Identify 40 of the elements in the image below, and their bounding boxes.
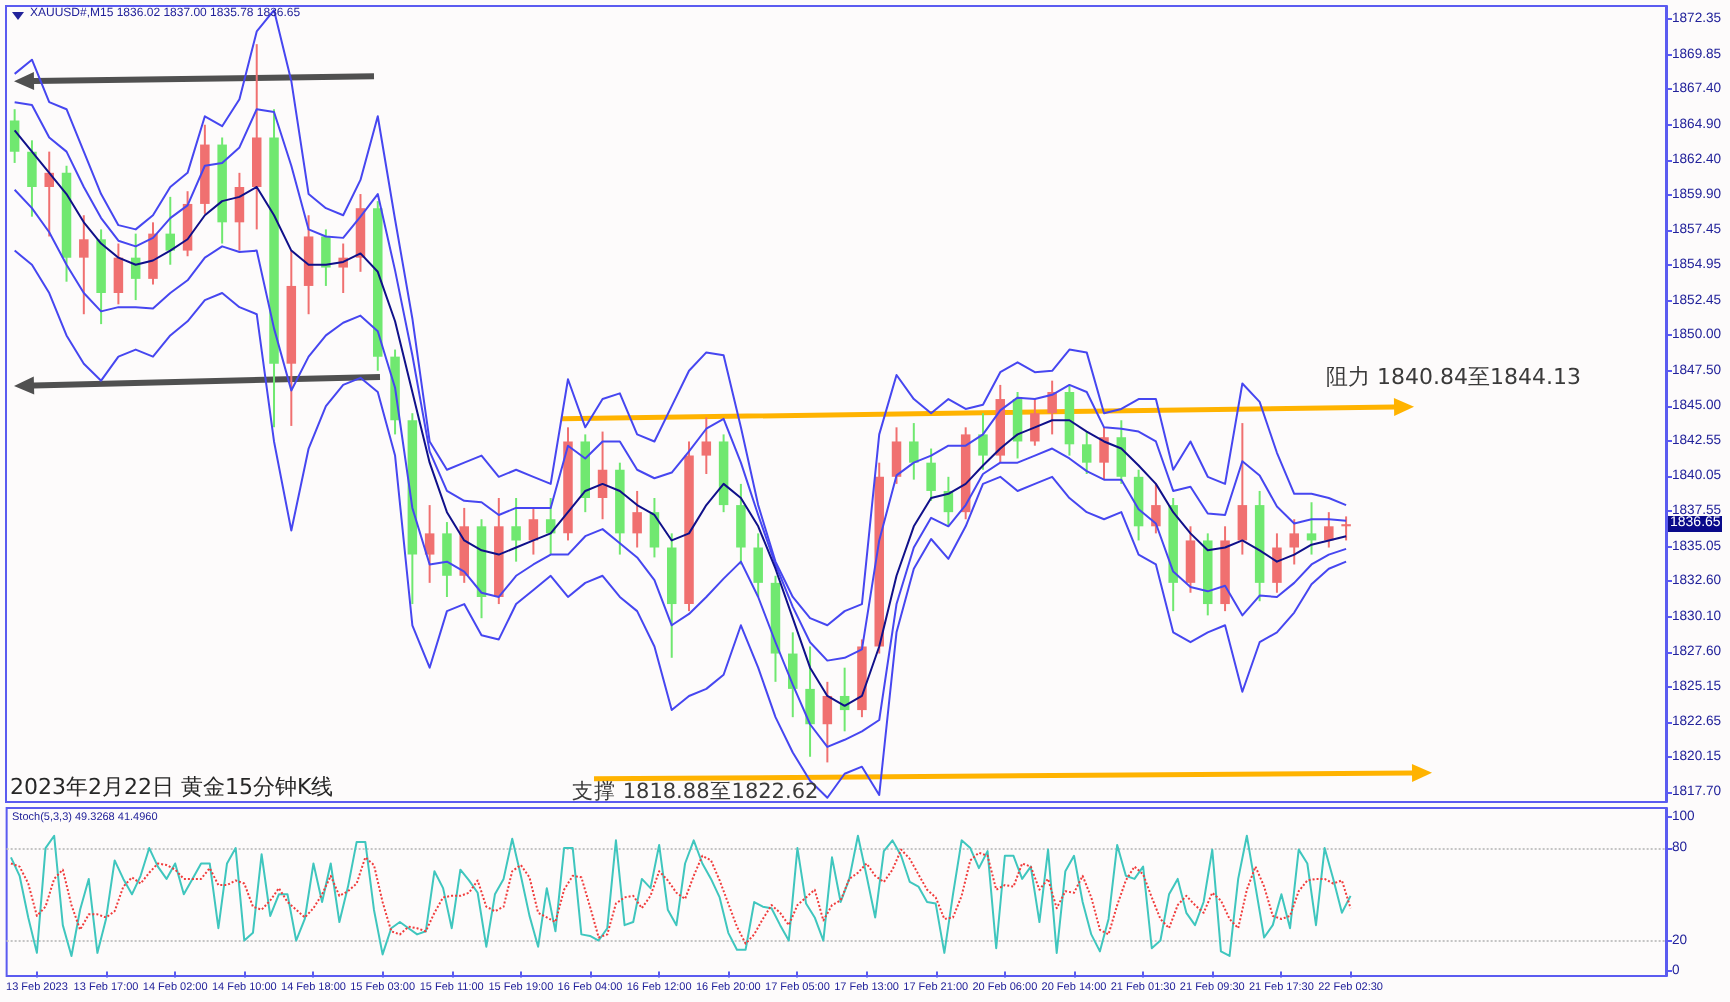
candlestick	[891, 426, 902, 485]
annotation: 阻力 1840.84至1844.13	[1326, 364, 1581, 392]
candlestick	[978, 412, 988, 471]
candlestick	[926, 447, 936, 502]
candlestick	[1081, 430, 1092, 475]
candlestick	[1237, 422, 1248, 556]
candlestick	[822, 680, 833, 764]
candlestick	[1099, 426, 1109, 481]
candlestick	[1116, 419, 1127, 485]
candlestick	[27, 139, 37, 218]
candlestick	[148, 221, 158, 286]
line-series	[9, 834, 1352, 957]
candlestick	[321, 228, 331, 287]
candlestick	[528, 506, 539, 556]
candlestick	[909, 422, 919, 481]
candlestick	[1324, 511, 1334, 549]
annotation: 支撑 1818.88至1822.62	[572, 780, 819, 805]
candlestick	[442, 521, 452, 598]
candlestick	[1185, 525, 1196, 594]
candlestick	[1272, 532, 1282, 594]
candlestick	[1151, 482, 1161, 535]
candlestick	[113, 242, 124, 306]
candlestick	[788, 631, 798, 719]
candlestick	[79, 214, 89, 316]
candlestick	[9, 108, 20, 164]
candlestick	[805, 645, 815, 758]
annotation: 2023年2月22日 黄金15分钟K线	[10, 774, 334, 802]
candlestick	[511, 497, 521, 563]
candlestick	[1047, 379, 1057, 436]
candlestick	[753, 532, 763, 598]
candlestick	[1289, 518, 1299, 566]
candlestick	[424, 504, 435, 584]
line-series	[9, 848, 1352, 945]
candlestick	[632, 489, 642, 549]
candlestick	[701, 416, 712, 475]
candlestick	[1030, 398, 1040, 447]
candlestick	[736, 482, 746, 566]
candlestick	[44, 150, 54, 238]
candlestick	[1341, 515, 1351, 542]
candlestick	[1306, 501, 1317, 556]
